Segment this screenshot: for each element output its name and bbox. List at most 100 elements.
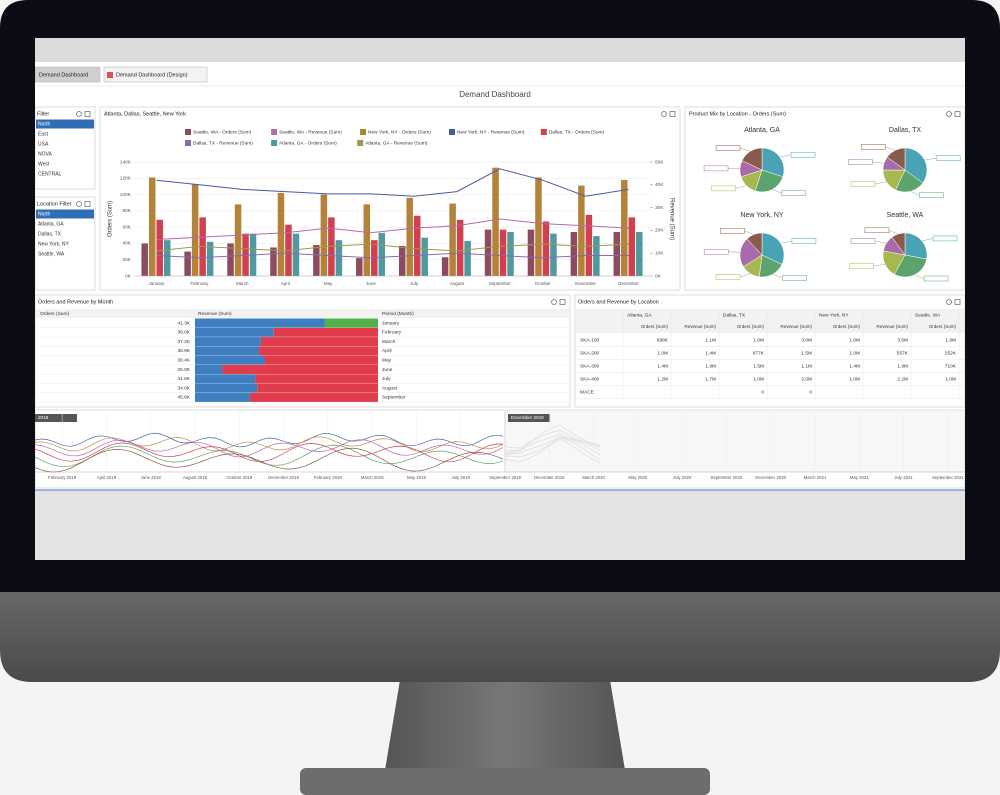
pie-label-box (703, 248, 729, 255)
bar (585, 214, 593, 276)
panel-icon (669, 111, 676, 117)
y-tick-label: 20K (122, 257, 131, 263)
timeline-line (504, 424, 601, 449)
pie-slice (886, 147, 906, 171)
bar (527, 229, 535, 276)
revenue-bar (222, 365, 378, 374)
panel-icon (559, 299, 566, 305)
row-header: SKA-300 (580, 363, 600, 369)
filter-item[interactable]: Dallas, TX (38, 231, 62, 237)
filter-item[interactable]: NOVA (38, 151, 52, 157)
tab[interactable] (35, 66, 101, 83)
timeline-tag (35, 414, 77, 422)
filter-item[interactable]: North (38, 211, 50, 217)
tab-label: Demand Dashboard (39, 72, 88, 78)
cell: April (382, 348, 392, 354)
y2-tick-label: 40K (655, 182, 664, 188)
bar (184, 251, 191, 276)
pie-slice (754, 169, 784, 193)
timeline-tag-label: 2018 (38, 415, 49, 420)
cell: 1.0M (753, 337, 764, 343)
cell: 1.5M (753, 363, 764, 369)
filter-item[interactable]: New York, NY (38, 241, 70, 247)
timeline-shade (505, 411, 964, 472)
filter-item[interactable]: North (38, 121, 50, 127)
chart-title: Product Mix by Location - Orders (Sum) (689, 111, 786, 117)
cell: 3.5M (897, 337, 908, 343)
timeline-line (35, 447, 504, 473)
y-tick-label: 80K (122, 208, 131, 214)
pie-leader (910, 191, 920, 196)
panel-icon (84, 201, 91, 207)
timeline-tick-label: December 2018 (268, 475, 299, 480)
cell: 25.0K (177, 367, 190, 373)
legend-swatch (360, 129, 367, 135)
column-subheader: Revenue (Sum) (684, 324, 716, 329)
cell: 34.0K (177, 385, 190, 391)
bar (570, 232, 578, 276)
pie-label-box (923, 275, 949, 282)
tab[interactable] (103, 66, 208, 83)
bar (535, 177, 542, 276)
timeline-line (504, 438, 601, 463)
pie-leader (921, 238, 934, 242)
cell: June (382, 367, 393, 373)
pie-label-box (790, 151, 816, 158)
bar (320, 194, 328, 276)
filter-item[interactable]: West (38, 161, 50, 167)
pie-leader (779, 154, 792, 158)
filter-item[interactable]: USA (38, 141, 49, 147)
cell: 1.0M (849, 337, 860, 343)
legend-swatch (185, 129, 191, 135)
timeline-tick-label: August 2018 (183, 475, 208, 480)
bar (636, 232, 643, 276)
cell: 1.5M (801, 350, 812, 356)
bar (141, 243, 148, 276)
filter-item[interactable]: Seattle, WA (38, 251, 65, 257)
cell: May (382, 357, 392, 363)
pie-leader (728, 251, 741, 253)
cell: 710K (945, 363, 957, 369)
legend-label: Seattle, WA - Revenue (Sum) (279, 129, 342, 135)
cell: 1.7M (705, 376, 716, 382)
revenue-bar (255, 374, 378, 384)
pie-leader (740, 147, 751, 152)
line-series (156, 168, 629, 197)
revenue-bar (195, 392, 250, 402)
legend-label: Atlanta, GA - Orders (Sum) (279, 140, 337, 146)
timeline-tick-label: June 2018 (141, 475, 162, 480)
revenue-bar (195, 337, 261, 347)
column-header: Orders (Sum) (40, 311, 69, 317)
dashboard: Demand Dashboard Demand Dashboard (Design… (35, 38, 965, 491)
y-tick-label: 60K (122, 224, 131, 230)
pie-leader (875, 240, 887, 244)
cell: 1.4M (849, 363, 860, 369)
legend-swatch (271, 140, 278, 146)
bar (628, 217, 636, 276)
column-subheader: Orders (Sum) (737, 324, 765, 329)
panel-icon (954, 111, 961, 117)
panel-title: Orders and Revenue by Location (578, 299, 659, 305)
revenue-bar (195, 383, 258, 393)
monitor-base (300, 768, 710, 795)
filter-item[interactable]: East (38, 131, 49, 137)
filter-title: Location Filter (37, 201, 72, 207)
pie-label-box (781, 190, 807, 196)
timeline-tick-label: May 2021 (850, 475, 869, 480)
filter-item[interactable]: Atlanta, GA (38, 221, 64, 227)
cell: August (382, 385, 398, 391)
pie-label-box (715, 145, 741, 151)
cell: 1.1M (801, 363, 812, 369)
cell: 41.6K (177, 376, 190, 382)
timeline-tick-label: July 2020 (673, 475, 692, 480)
timeline-tick-label: September 2020 (711, 475, 743, 480)
legend-swatch (540, 129, 547, 135)
legend-label: Seattle, WA - Orders (Sum) (193, 129, 252, 135)
revenue-bar (195, 374, 256, 384)
y2-axis-label: Revenue (Sum) (668, 198, 674, 240)
panel-icon (84, 111, 91, 117)
filter-item[interactable]: CENTRAL (38, 171, 62, 177)
bar (550, 233, 557, 276)
bar (593, 236, 600, 276)
legend-swatch (271, 129, 278, 135)
